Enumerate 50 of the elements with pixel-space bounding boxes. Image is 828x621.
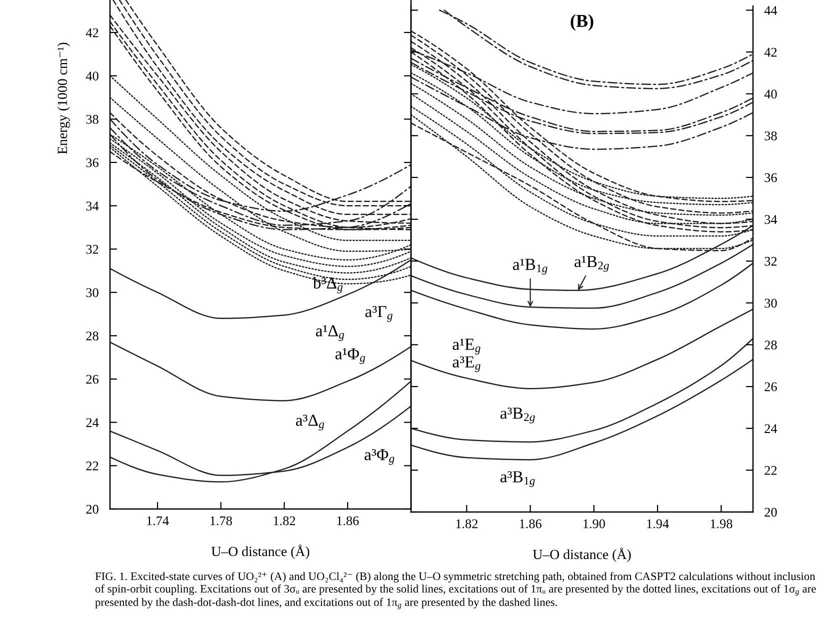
y-tick-label: 38 — [86, 114, 98, 124]
x-tick-label: 1.82 — [456, 519, 478, 528]
x-tick-label: 1.90 — [584, 519, 605, 528]
y-tick-label: 30 — [86, 288, 98, 298]
y-tick-label: 40 — [86, 72, 98, 81]
y-tick-label: 38 — [764, 131, 777, 140]
y-tick-label: 26 — [764, 382, 777, 392]
y-tick-label: 44 — [764, 6, 778, 15]
x-axis-title: U–O distance (Å) — [532, 548, 631, 562]
y-tick-label: 42 — [86, 28, 98, 38]
annotation: a¹Δ$_{g}$ — [316, 325, 344, 341]
y-tick-label: 36 — [764, 173, 777, 182]
y-tick-label: 22 — [86, 462, 98, 470]
x-tick-label: 1.86 — [520, 519, 542, 528]
annotation: a³Δ$_{g}$ — [296, 414, 324, 430]
annotation: a¹B$_{1g}$ — [512, 258, 548, 275]
y-tick-label: 24 — [86, 418, 99, 427]
annotation: a³Γ$_{g}$ — [365, 306, 392, 322]
y-tick-label: 20 — [764, 508, 777, 517]
annotation: a¹Φ$_{g}$ — [335, 348, 366, 364]
y-tick-label: 36 — [86, 158, 98, 168]
y-tick-label: 30 — [764, 298, 777, 308]
x-tick-label: 1.74 — [147, 516, 169, 526]
y-tick-label: 34 — [86, 202, 99, 210]
y-tick-label: 22 — [764, 466, 777, 475]
annotation: a³E$_{g}$ — [452, 356, 480, 372]
y-tick-label: 26 — [86, 374, 98, 384]
y-tick-label: 28 — [86, 332, 98, 340]
text: FIG. 1. Excited-state curves of UO₂²⁺ (A) and UO₂Cl₄²⁻ (B) along the U–O symmetric stretching path, obtained from CASPT2 calculations without inclusion of spin-orbit coupling. Excitations out of 3σᵤ are presented by the solid lines, excitations out of 1πᵤ are presented by the dotted lines, excitations out of 1σ$_{g}$ are presented by the dash-dot-dash-dot lines, and excitations out of 1π$_{g}$ are presented by the dashed lines. — [95, 572, 816, 610]
y-tick-label: 32 — [764, 256, 777, 266]
y-tick-label: 42 — [764, 48, 777, 57]
y-tick-label: 40 — [764, 90, 777, 99]
annotation: a³B$_{1g}$ — [500, 471, 535, 488]
x-tick-label: 1.78 — [210, 516, 232, 526]
y-axis-title: Energy (1000 cm⁻¹) — [57, 42, 70, 154]
annotation: a³B$_{2g}$ — [500, 408, 535, 424]
x-axis-title: U–O distance (Å) — [211, 544, 310, 559]
x-tick-label: 1.86 — [337, 516, 359, 526]
y-tick-label: 28 — [764, 340, 777, 350]
x-tick-label: 1.94 — [647, 519, 669, 528]
annotation: a¹B$_{2g}$ — [574, 256, 609, 272]
annotation: a³Φ$_{g}$ — [364, 449, 394, 465]
chart-title: (B) — [570, 14, 594, 31]
x-tick-label: 1.82 — [274, 516, 296, 526]
annotation: a¹E$_{g}$ — [452, 338, 480, 354]
x-tick-label: 1.98 — [710, 519, 732, 528]
y-tick-label: 34 — [764, 215, 778, 224]
y-tick-label: 24 — [764, 424, 778, 433]
y-tick-label: 20 — [86, 504, 98, 514]
y-tick-label: 32 — [86, 244, 98, 254]
